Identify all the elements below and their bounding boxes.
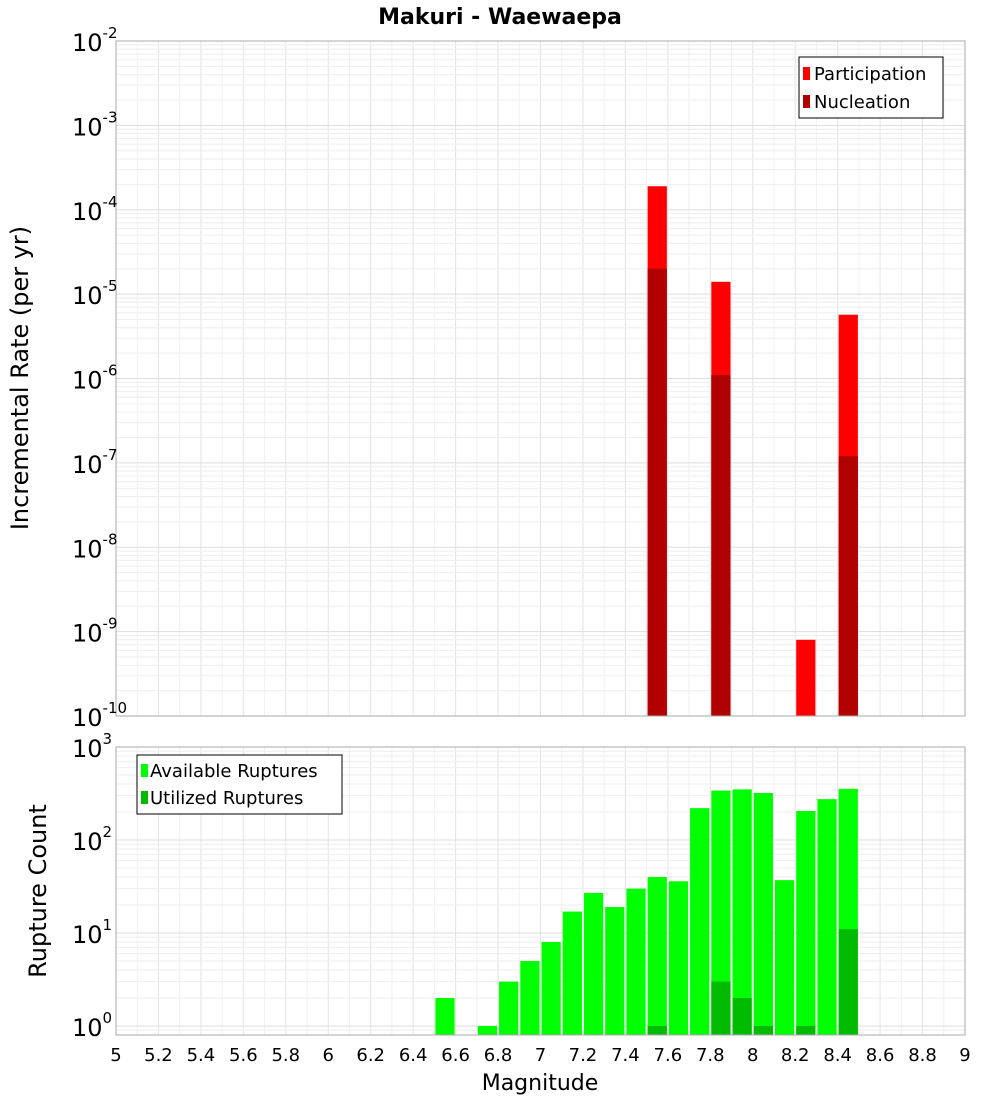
x-ticks: 5 5.2 5.4 5.6 5.8 6 6.2 6.4 6.6 6.8 7 7.2 7.4 7.6 7.8 8… <box>110 1045 970 1066</box>
available-ruptures-bar <box>520 960 540 1035</box>
x-tick-label: 5.2 <box>144 1045 173 1066</box>
available-ruptures-bar <box>668 881 689 1035</box>
bottom-y-ticks: 100 101 102 103 <box>72 730 112 1042</box>
x-tick-label: 6.6 <box>441 1045 470 1066</box>
utilized-ruptures-bar <box>796 1025 816 1035</box>
x-tick-label: 6 <box>323 1045 334 1066</box>
x-tick-label: 8.6 <box>866 1045 895 1066</box>
x-tick-label: 5.4 <box>187 1045 216 1066</box>
available-ruptures-bar <box>541 942 561 1035</box>
bottom-bars <box>435 788 858 1035</box>
x-tick-label: 6.8 <box>484 1045 513 1066</box>
x-tick-label: 6.4 <box>399 1045 428 1066</box>
bottom-y-axis-label: Rupture Count <box>24 804 52 978</box>
top-plot-border <box>115 40 966 717</box>
y-tick-label: 10-7 <box>72 446 118 479</box>
x-axis-label: Magnitude <box>482 1071 599 1096</box>
y-tick-label: 101 <box>72 916 112 949</box>
legend-label-available: Available Ruptures <box>150 761 318 782</box>
y-tick-label: 10-2 <box>72 24 118 57</box>
x-tick-label: 9 <box>959 1045 970 1066</box>
available-ruptures-bar <box>817 799 837 1035</box>
available-ruptures-bar <box>774 880 795 1035</box>
utilized-ruptures-bar <box>732 997 752 1035</box>
nucleation-bar <box>711 375 731 716</box>
available-ruptures-bar <box>477 1025 498 1035</box>
available-ruptures-bar <box>435 997 455 1035</box>
top-y-ticks: 10-10 10-9 10-8 10-7 10-6 10-5 10-4 10-3 10-2 <box>72 24 127 732</box>
utilized-ruptures-bar <box>647 1025 667 1035</box>
bottom-legend-box <box>136 754 343 815</box>
x-tick-label: 8.2 <box>781 1045 810 1066</box>
available-ruptures-bar <box>647 877 667 1035</box>
top-y-axis-label: Incremental Rate (per yr) <box>6 226 34 530</box>
x-tick-label: 8.4 <box>823 1045 852 1066</box>
x-tick-label: 8.8 <box>908 1045 937 1066</box>
x-tick-label: 7.8 <box>696 1045 725 1066</box>
y-tick-label: 10-8 <box>72 530 118 563</box>
x-tick-label: 6.2 <box>356 1045 385 1066</box>
chart-title: Makuri - Waewaepa <box>378 5 622 30</box>
available-ruptures-bar <box>605 907 625 1035</box>
y-tick-label: 10-4 <box>72 193 118 226</box>
top-legend-box <box>798 56 944 119</box>
y-tick-label: 10-3 <box>72 108 118 141</box>
available-ruptures-bar <box>499 981 519 1035</box>
available-ruptures-bar <box>711 790 731 1035</box>
utilized-ruptures-bar <box>838 929 858 1035</box>
top-grid <box>115 41 966 717</box>
legend-label-participation: Participation <box>814 64 926 85</box>
top-panel: 10-10 10-9 10-8 10-7 10-6 10-5 10-4 10-3 10-2 In… <box>6 24 966 732</box>
y-tick-label: 10-5 <box>72 277 118 310</box>
x-tick-label: 8 <box>747 1045 758 1066</box>
available-ruptures-bar <box>690 808 710 1035</box>
available-ruptures-bar <box>562 911 582 1035</box>
y-tick-label: 102 <box>72 823 112 856</box>
legend-swatch-utilized <box>141 791 148 804</box>
y-tick-label: 10-10 <box>72 699 127 732</box>
participation-bar <box>796 639 816 716</box>
x-tick-label: 7.2 <box>569 1045 598 1066</box>
available-ruptures-bar <box>583 892 604 1035</box>
x-tick-label: 5.8 <box>271 1045 300 1066</box>
x-tick-label: 5.6 <box>229 1045 258 1066</box>
legend-label-utilized: Utilized Ruptures <box>150 788 303 809</box>
available-ruptures-bar <box>796 811 816 1035</box>
utilized-ruptures-bar <box>753 1025 773 1035</box>
nucleation-bar <box>647 268 667 716</box>
legend-swatch-available <box>141 764 148 777</box>
bottom-panel: 100 101 102 103 5 5.2 5.4 5.6 5.8 6 6.2 6.4 6.6 6.8 7… <box>24 730 971 1096</box>
legend-swatch-nucleation <box>803 95 810 108</box>
x-tick-label: 7.6 <box>654 1045 683 1066</box>
y-tick-label: 103 <box>72 730 112 763</box>
y-tick-label: 10-6 <box>72 362 118 395</box>
bottom-plot-border <box>115 746 966 1036</box>
legend-label-nucleation: Nucleation <box>814 92 910 113</box>
top-legend: Participation Nucleation <box>798 56 944 119</box>
y-tick-label: 10-9 <box>72 615 118 648</box>
bottom-grid <box>115 747 966 1036</box>
top-bars <box>647 186 858 716</box>
legend-swatch-participation <box>803 67 810 80</box>
x-tick-label: 5 <box>110 1045 121 1066</box>
available-ruptures-bar <box>753 793 773 1035</box>
utilized-ruptures-bar <box>711 981 731 1035</box>
x-tick-label: 7.4 <box>611 1045 640 1066</box>
available-ruptures-bar <box>626 888 646 1035</box>
y-tick-label: 100 <box>72 1009 112 1042</box>
nucleation-bar <box>838 456 858 716</box>
bottom-legend: Available Ruptures Utilized Ruptures <box>136 754 343 815</box>
x-tick-label: 7 <box>535 1045 546 1066</box>
available-ruptures-bar <box>732 789 752 1035</box>
